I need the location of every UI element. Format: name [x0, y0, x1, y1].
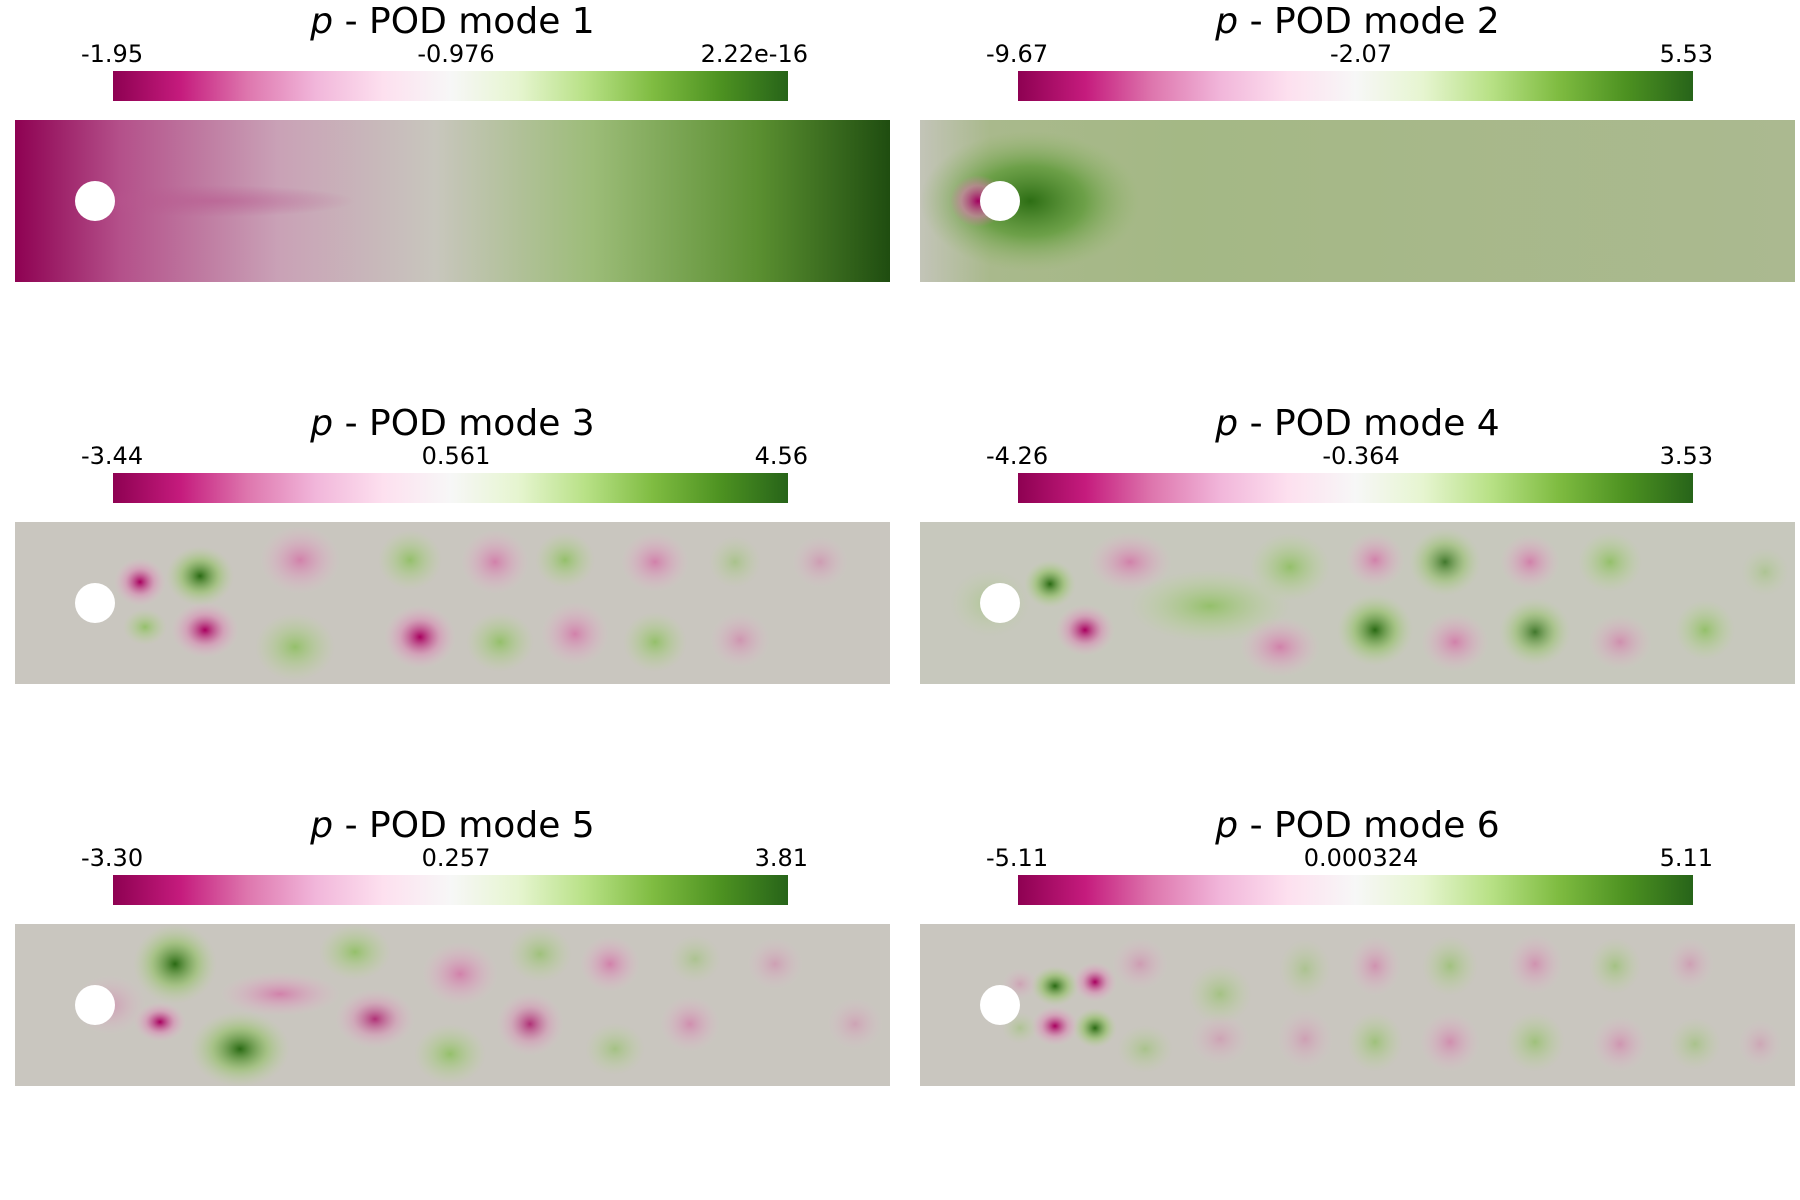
cylinder-obstacle [75, 583, 115, 623]
colorbar-1-min-label: -1.95 [81, 40, 144, 68]
colorbar-5-mid-label: 0.257 [421, 844, 491, 872]
pressure-field-mode-5 [15, 924, 890, 1086]
pod-mode-6-panel: p - POD mode 6 -5.11 0.000324 5.11 [920, 804, 1795, 1086]
pod-mode-2-title: p - POD mode 2 [1215, 1, 1500, 42]
colorbar-4-mid-label: -0.364 [1322, 442, 1400, 470]
pod-mode-4-panel: p - POD mode 4 -4.26 -0.364 3.53 [920, 402, 1795, 684]
colorbar-6-max-label: 5.11 [1659, 844, 1713, 872]
cylinder-obstacle [980, 181, 1020, 221]
colorbar-2-max-label: 5.53 [1659, 40, 1713, 68]
pod-mode-3-title: p - POD mode 3 [310, 403, 595, 444]
pod-mode-5-panel: p - POD mode 5 -3.30 0.257 3.81 [15, 804, 890, 1086]
colorbar-4-min-label: -4.26 [986, 442, 1049, 470]
colorbar-1 [113, 71, 788, 101]
colorbar-5-max-label: 3.81 [754, 844, 808, 872]
colorbar-6 [1018, 875, 1693, 905]
colorbar-6-min-label: -5.11 [986, 844, 1049, 872]
pressure-field-mode-4 [920, 522, 1795, 684]
pod-mode-4-title: p - POD mode 4 [1215, 403, 1500, 444]
colorbar-4 [1018, 473, 1693, 503]
colorbar-4-max-label: 3.53 [1659, 442, 1713, 470]
colorbar-3-min-label: -3.44 [81, 442, 144, 470]
colorbar-2-min-label: -9.67 [986, 40, 1049, 68]
colorbar-5-min-label: -3.30 [81, 844, 144, 872]
pod-mode-6-title: p - POD mode 6 [1215, 805, 1500, 846]
pressure-field-mode-6 [920, 924, 1795, 1086]
pod-mode-1-panel: p - POD mode 1 -1.95 -0.976 2.22e-16 [15, 0, 890, 282]
colorbar-2 [1018, 71, 1693, 101]
colorbar-3-max-label: 4.56 [754, 442, 808, 470]
cylinder-obstacle [980, 583, 1020, 623]
pressure-field-mode-2 [920, 120, 1795, 282]
colorbar-1-mid-label: -0.976 [417, 40, 495, 68]
colorbar-5 [113, 875, 788, 905]
pressure-field-mode-3 [15, 522, 890, 684]
colorbar-3-mid-label: 0.561 [421, 442, 491, 470]
pressure-field-mode-1 [15, 120, 890, 282]
pod-mode-1-title: p - POD mode 1 [310, 1, 595, 42]
pod-mode-2-panel: p - POD mode 2 -9.67 -2.07 5.53 [920, 0, 1795, 282]
pod-mode-5-title: p - POD mode 5 [310, 805, 595, 846]
colorbar-6-mid-label: 0.000324 [1303, 844, 1419, 872]
wake-band [75, 185, 355, 217]
pod-mode-3-panel: p - POD mode 3 -3.44 0.561 4.56 [15, 402, 890, 684]
cylinder-obstacle [75, 985, 115, 1025]
colorbar-1-max-label: 2.22e-16 [700, 40, 808, 68]
cylinder-obstacle [980, 985, 1020, 1025]
colorbar-3 [113, 473, 788, 503]
colorbar-2-mid-label: -2.07 [1329, 40, 1393, 68]
cylinder-obstacle [75, 181, 115, 221]
